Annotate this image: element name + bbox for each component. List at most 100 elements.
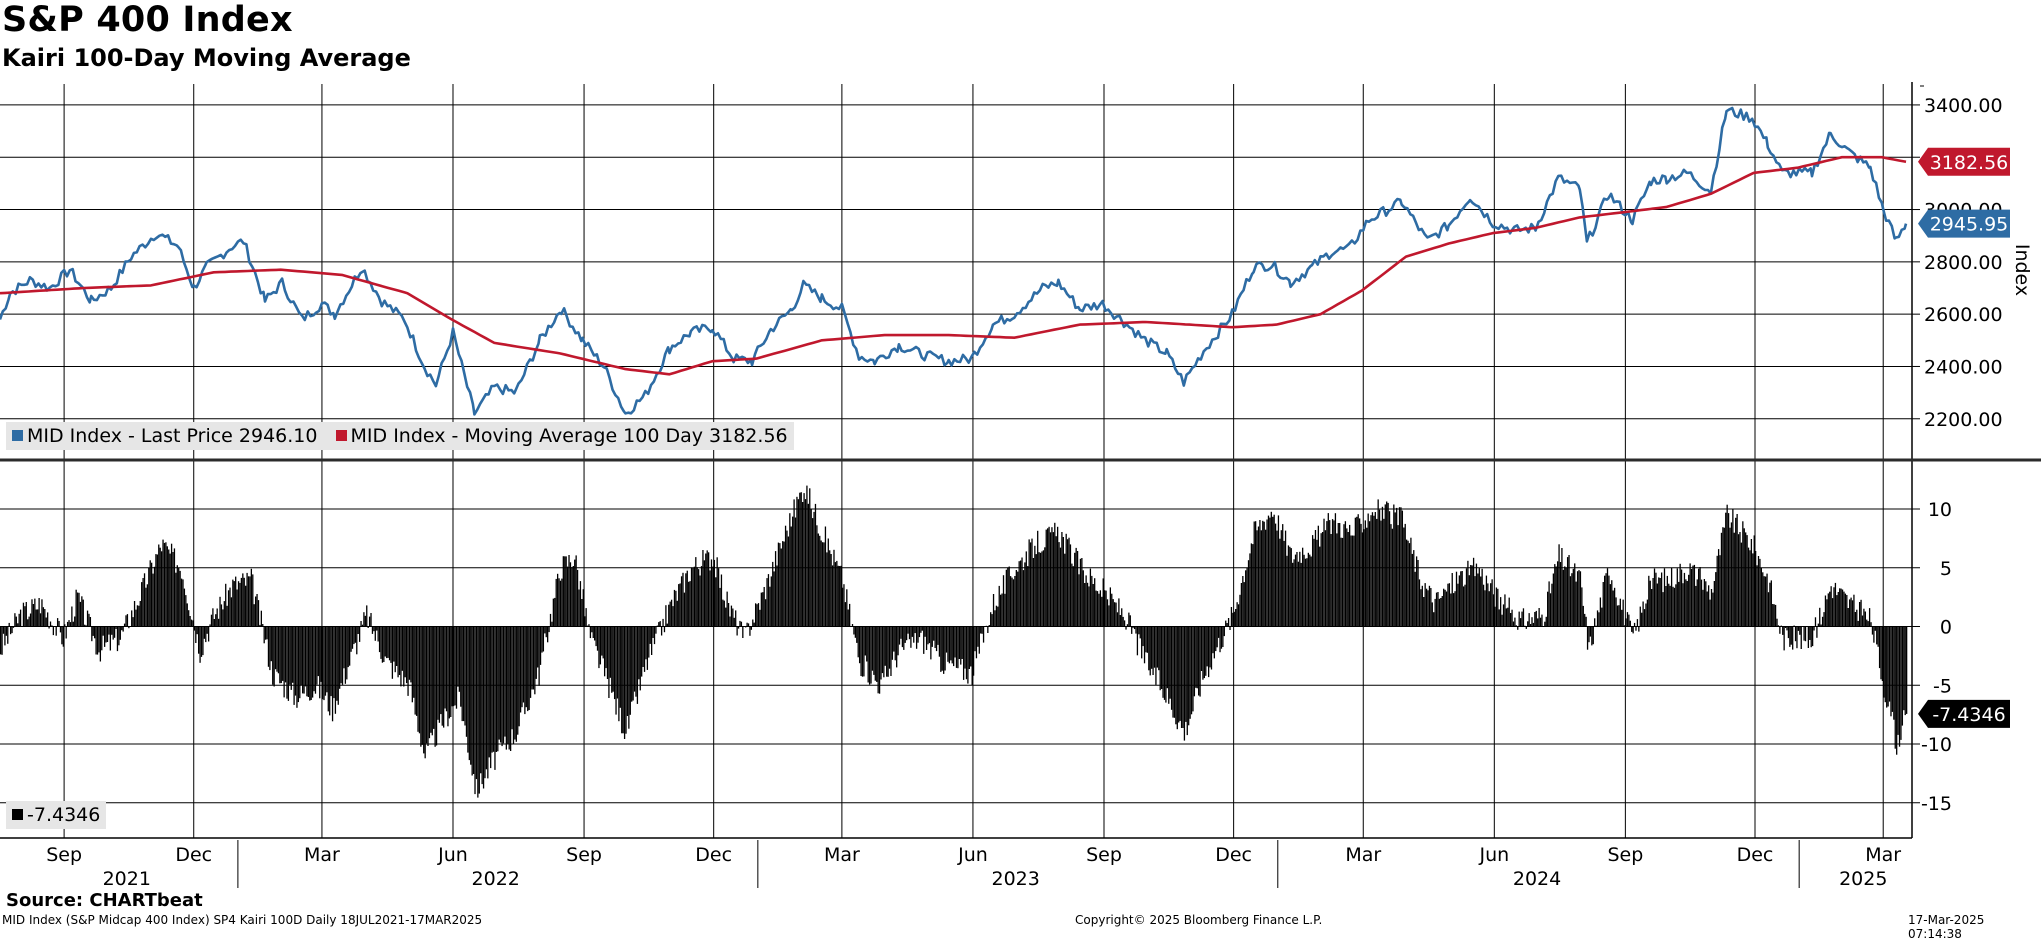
kairi-bar [607,627,608,680]
kairi-bar [811,509,812,626]
x-month-label: Jun [1478,844,1509,866]
kairi-bar [715,577,716,626]
kairi-bar [1447,584,1448,627]
kairi-bar [369,617,370,627]
kairi-bar [1761,568,1762,627]
kairi-bar [1457,584,1458,627]
kairi-bar [736,627,737,636]
kairi-bar [540,627,541,665]
kairi-bar [651,627,652,656]
kairi-bar [1322,532,1323,627]
kairi-bar [655,627,656,634]
kairi-bar [1557,561,1558,626]
kairi-bar [1044,547,1045,626]
kairi-bar [672,606,673,626]
kairi-bar [124,624,125,627]
kairi-bar [1013,579,1014,626]
kairi-bar [252,574,253,626]
kairi-bar [1588,627,1589,643]
kairi-bar [1346,528,1347,626]
kairi-bar [1473,558,1474,627]
kairi-bar [219,597,220,627]
kairi-bar [242,573,243,626]
kairi-bar [1630,621,1631,627]
kairi-bar [1571,573,1572,626]
kairi-bar [1336,533,1337,626]
kairi-bar [805,499,806,626]
kairi-bar [533,627,534,690]
kairi-bar [491,627,492,753]
kairi-bar [1808,627,1809,649]
y-tick-label: 2800.00 [1924,252,2003,274]
kairi-bar [762,592,763,626]
kairi-bar [1288,545,1289,626]
kairi-bar [853,627,854,635]
kairi-bar [50,622,51,627]
kairi-bar [1704,579,1705,627]
kairi-bar [490,627,491,769]
kairi-bar [627,627,628,717]
kairi-bar [1386,502,1387,627]
kairi-bar [667,624,668,627]
kairi-bar [501,627,502,747]
kairi-bar [846,589,847,626]
kairi-bar [1235,609,1236,627]
kairi-bar [1417,560,1418,627]
kairi-bar [1274,515,1275,627]
kairi-bar [1782,627,1783,635]
kairi-bar [1848,608,1849,627]
kairi-bar [409,627,410,680]
kairi-bar [1722,527,1723,626]
kairi-bar [1705,581,1706,626]
kairi-bar [1227,623,1228,627]
kairi-bar [393,627,394,662]
kairi-bar [167,546,168,626]
kairi-bar [172,552,173,627]
kairi-bar [1570,576,1571,626]
kairi-bar [1496,588,1497,627]
kairi-bar [652,627,653,639]
kairi-bar [1058,542,1059,626]
kairi-bar [241,578,242,627]
kairi-bar [1519,612,1520,627]
kairi-bar [1189,627,1190,719]
kairi-bar [594,627,595,641]
source-label: Source: CHARTbeat [6,890,203,911]
kairi-bar [1395,512,1396,626]
kairi-bar [695,557,696,626]
kairi-bar [1866,620,1867,627]
kairi-bar [732,609,733,627]
kairi-bar [990,612,991,626]
kairi-bar [457,627,458,687]
kairi-bar [1439,599,1440,627]
kairi-bar [1896,627,1897,755]
kairi-bar [1107,599,1108,626]
kairi-bar [1003,575,1004,626]
kairi-bar [1732,509,1733,626]
kairi-bar [701,566,702,626]
y-tick-label: -5 [1933,675,1952,697]
kairi-bar [413,627,414,698]
kairi-bar [1154,627,1155,668]
kairi-bar [1838,592,1839,627]
kairi-bar [155,554,156,626]
kairi-bar [1254,522,1255,627]
kairi-bar [691,567,692,626]
kairi-bar [779,543,780,626]
kairi-bar [999,586,1000,627]
kairi-bar [1188,627,1189,726]
kairi-bar [996,606,997,627]
kairi-bar [80,602,81,627]
kairi-bar [869,627,870,685]
kairi-bar [318,627,319,677]
kairi-bar [1597,610,1598,626]
kairi-bar [1338,523,1339,627]
kairi-bar [768,574,769,626]
kairi-bar [422,627,423,745]
kairi-bar [400,627,401,687]
kairi-bar [154,567,155,627]
kairi-bar [382,627,383,663]
kairi-bar [1469,575,1470,626]
kairi-bar [1407,541,1408,627]
kairi-bar [882,627,883,674]
